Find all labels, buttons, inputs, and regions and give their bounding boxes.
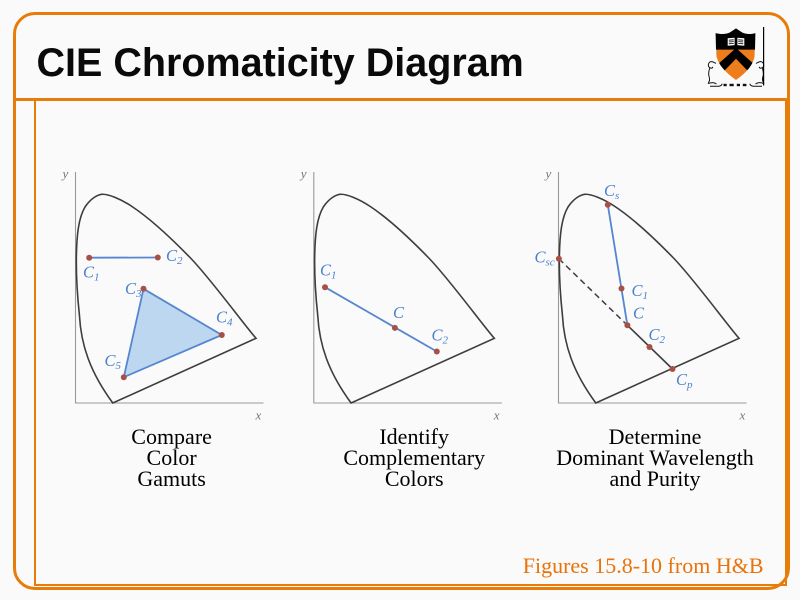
svg-text:C: C [633,304,645,323]
svg-text:x: x [255,408,262,423]
svg-text:C1: C1 [83,263,100,284]
svg-text:C3: C3 [125,279,142,300]
svg-text:C2: C2 [432,326,449,347]
svg-text:Csc: Csc [535,248,555,269]
svg-text:C1: C1 [320,261,337,282]
svg-text:C2: C2 [649,325,666,346]
svg-text:C4: C4 [216,308,233,329]
svg-text:x: x [739,408,746,423]
svg-text:y: y [61,166,69,181]
svg-text:y: y [299,166,307,181]
svg-text:x: x [493,408,500,423]
svg-text:y: y [544,166,552,181]
svg-text:C5: C5 [105,351,122,372]
svg-text:Cs: Cs [604,181,619,202]
svg-text:C: C [393,303,405,322]
svg-text:C2: C2 [166,246,183,267]
svg-text:Cp: Cp [676,370,693,391]
svg-text:C1: C1 [632,281,649,302]
